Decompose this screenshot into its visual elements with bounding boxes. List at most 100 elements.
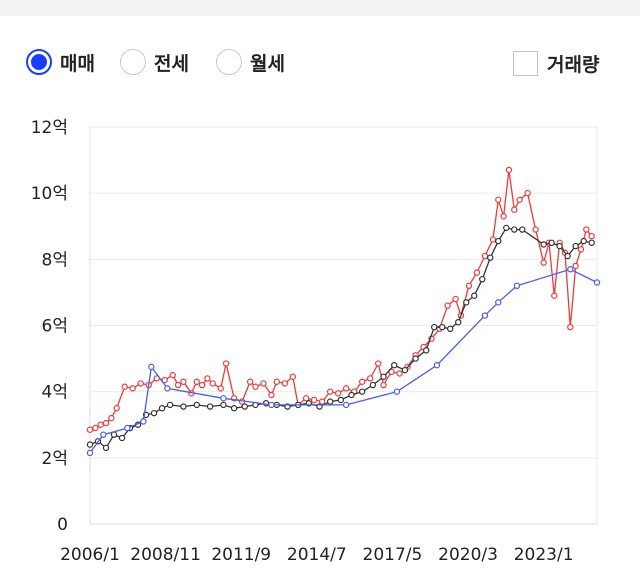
data-point [121,383,128,390]
data-point [108,414,115,422]
data-point [380,373,387,380]
data-point [380,381,387,389]
data-point [431,323,438,331]
data-point [481,252,489,260]
x-tick-label: 2006/1 [60,545,120,565]
data-point [583,226,590,233]
data-point [348,391,355,399]
data-point [100,431,107,438]
radio-jeonse-label: 전세 [154,52,189,75]
y-tick-label: 4억 [42,383,68,403]
data-point [148,363,155,371]
radio-sale-label: 매매 [60,52,95,75]
data-point [97,421,104,428]
data-point [391,362,398,369]
data-point [564,252,571,260]
data-point [495,196,502,203]
data-point [471,292,478,299]
data-point [524,189,531,197]
data-point [358,388,366,395]
x-tick-label: 2011/9 [211,545,271,565]
data-point [166,401,174,409]
data-point [137,380,144,387]
data-point [220,395,227,402]
data-point [369,381,377,389]
volume-checkbox-label: 거래량 [547,53,600,76]
data-point [519,226,526,233]
data-point [479,275,486,283]
data-point [580,237,587,245]
data-point [455,318,462,326]
data-point [193,378,200,385]
data-point [572,242,579,250]
series [86,166,601,457]
data-point [567,323,574,331]
data-point [540,259,547,266]
data-point [302,395,310,402]
data-point [273,378,280,385]
data-point [588,232,595,240]
data-point [540,241,547,248]
data-point [577,246,585,253]
data-point [393,388,401,395]
volume-checkbox-box[interactable] [513,50,538,76]
radio-jeonse-circle[interactable] [120,49,146,75]
data-point [444,302,451,309]
data-point [489,236,497,243]
radio-monthly-rent-label: 월세 [250,52,285,75]
data-point [268,401,275,409]
data-point [439,323,446,331]
data-point [588,239,595,246]
series-line [89,227,592,449]
data-point [209,380,216,387]
price-chart: 0 2억 4억 6억 8억 10억 12억 2006/1 2008/11 2011/9 2014/7… [31,118,601,565]
data-point [503,224,510,232]
data-point [463,299,470,306]
grid [90,126,598,524]
data-point [193,401,200,409]
data-point [198,381,206,389]
chart-controls: 매매 전세 월세 거래량 [0,44,640,84]
data-point [465,282,473,289]
data-point [220,401,227,409]
series-line [89,268,598,454]
data-point [204,375,211,382]
data-point [150,409,158,417]
data-point [241,403,248,410]
data-point [567,266,574,273]
data-point [433,362,441,369]
data-point [423,347,430,354]
data-point [246,378,254,385]
data-point [252,383,259,390]
volume-checkbox[interactable]: 거래량 [513,49,599,77]
data-point [511,206,518,213]
radio-sale-circle[interactable] [26,49,52,75]
data-point [318,398,326,405]
data-point [532,226,539,233]
radio-monthly-rent[interactable]: 월세 [216,44,285,80]
data-point [169,371,176,379]
radio-jeonse[interactable]: 전세 [120,44,189,80]
radio-monthly-rent-circle[interactable] [216,49,242,75]
data-point [140,418,147,425]
data-point [217,385,224,392]
top-bar [0,0,640,16]
x-tick-label: 2020/3 [438,545,498,565]
data-point [396,370,403,377]
data-point [401,366,409,374]
data-point [86,449,94,457]
data-point [113,405,120,412]
x-tick-label: 2014/7 [287,545,347,565]
data-point [230,405,238,412]
y-tick-label: 12억 [31,118,68,138]
data-point [158,405,166,412]
data-point [337,396,345,404]
data-point [548,239,555,246]
y-tick-label: 6억 [42,317,68,337]
data-point [174,381,182,389]
data-point [495,237,502,245]
data-point [481,312,489,319]
data-point [310,396,318,404]
data-point [487,254,494,261]
radio-sale[interactable]: 매매 [26,44,95,80]
